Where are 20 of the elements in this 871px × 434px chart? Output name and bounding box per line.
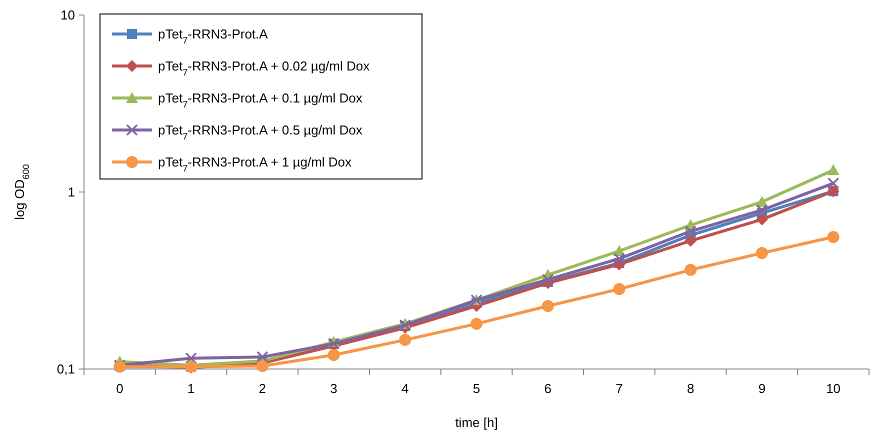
x-tick-label: 1 [187,381,195,396]
x-tick-label: 5 [472,381,480,396]
legend-label: pTet$_{7}$-RRN3-Prot.A + 0.5 µg/ml Dox [158,122,363,142]
x-tick-label: 8 [686,381,694,396]
x-tick-label: 7 [616,381,623,396]
x-tick-label: 10 [826,381,841,396]
x-axis-title: time [h] [455,415,498,430]
x-tick-label: 0 [116,381,124,396]
x-tick-label: 9 [758,381,766,396]
x-tick-label: 3 [330,381,338,396]
y-tick-label: 1 [68,184,75,200]
x-tick-label: 2 [258,381,266,396]
legend-label: pTet$_{7}$-RRN3-Prot.A + 0.1 µg/ml Dox [158,90,363,110]
y-tick-label: 10 [60,8,75,23]
y-tick-label: 0,1 [56,362,75,377]
legend-label: pTet$_{7}$-RRN3-Prot.A + 1 µg/ml Dox [158,154,352,174]
legend-label: pTet$_{7}$-RRN3-Prot.A + 0.02 µg/ml Dox [158,58,370,78]
x-tick-label: 6 [544,381,552,396]
legend-label: pTet$_{7}$-RRN3-Prot.A [158,26,268,46]
x-tick-label: 4 [402,381,409,396]
